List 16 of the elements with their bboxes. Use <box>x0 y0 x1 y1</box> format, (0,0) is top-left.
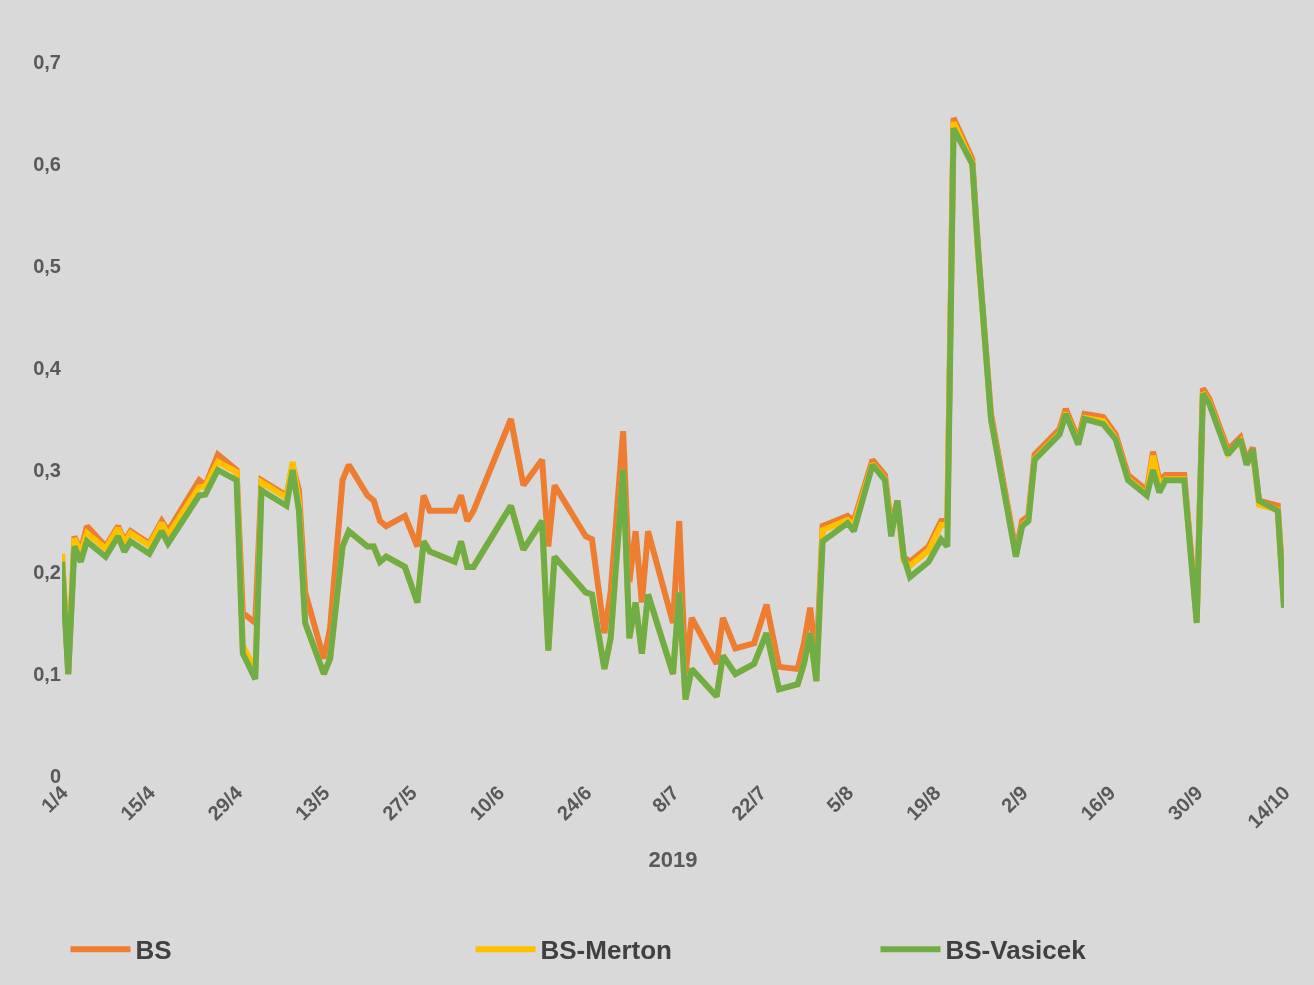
y-tick-label: 0,6 <box>33 153 61 175</box>
x-tick-label: 8/7 <box>647 781 683 817</box>
legend-label: BS-Vasicek <box>945 935 1087 966</box>
y-tick-label: 0,1 <box>33 663 61 685</box>
x-tick-label: 30/9 <box>1163 781 1207 825</box>
x-axis-title: 2019 <box>648 847 698 873</box>
y-tick-label: 0 <box>49 765 61 787</box>
y-tick-label: 0,7 <box>33 51 61 73</box>
x-tick-label: 2/9 <box>996 781 1033 817</box>
legend-label: BS <box>135 935 172 966</box>
x-tick-label: 5/8 <box>822 781 858 817</box>
y-tick-label: 0,2 <box>33 561 61 583</box>
y-tick-label: 0,5 <box>33 255 61 277</box>
y-tick-label: 0,4 <box>33 357 62 379</box>
y-tick-label: 0,3 <box>33 459 61 481</box>
legend-label: BS-Merton <box>540 935 672 966</box>
